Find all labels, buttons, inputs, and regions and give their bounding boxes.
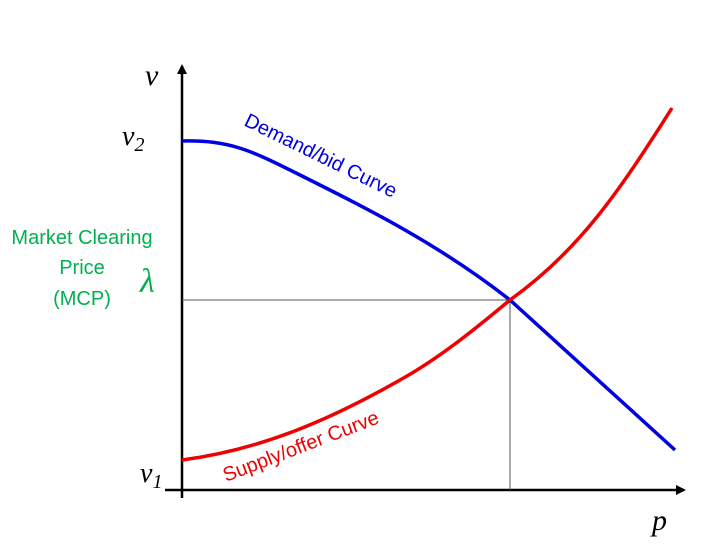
annotation-line: Price	[59, 257, 105, 279]
symbol: v	[122, 121, 135, 152]
supply-curve	[181, 107, 674, 462]
lower-level-label: v1	[140, 458, 162, 493]
demand-curve	[181, 139, 677, 452]
y-axis-label: v	[145, 59, 159, 92]
symbol: v	[140, 458, 153, 489]
annotation-line: Market Clearing	[11, 227, 152, 249]
subscript: 2	[134, 134, 144, 156]
clearing-price-symbol: λ	[139, 263, 155, 300]
x-axis-label: p	[650, 504, 667, 537]
subscript: 1	[152, 471, 162, 493]
upper-level-label: v2	[122, 121, 144, 156]
annotation-line: (MCP)	[53, 288, 111, 310]
demand-label: Demand/bid Curve	[241, 110, 401, 203]
